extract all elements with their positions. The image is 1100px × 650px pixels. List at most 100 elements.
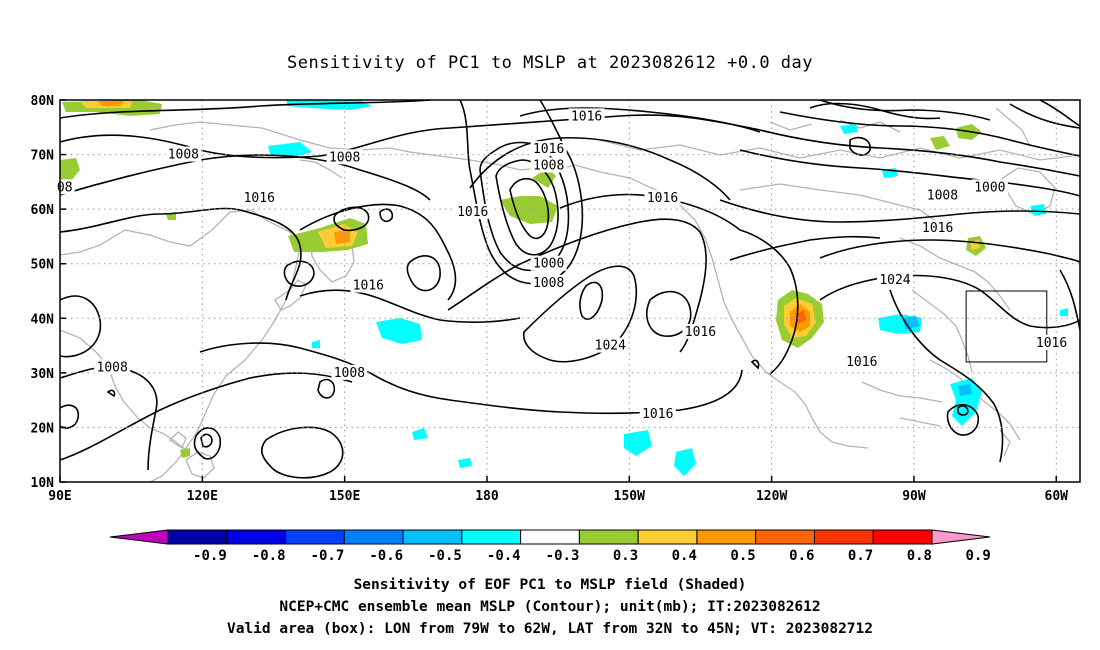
contour-label-bg — [919, 220, 956, 236]
contour-label-bg — [592, 337, 629, 353]
lon-tick-label: 90E — [48, 489, 71, 504]
lon-tick-label: 150E — [329, 489, 360, 504]
contour-label: 1008 — [533, 276, 564, 291]
colorbar-swatch — [520, 529, 580, 545]
valid-area-box — [965, 290, 1048, 363]
contour-label: 1000 — [974, 180, 1005, 195]
contour-label-bg — [876, 272, 913, 288]
map-axes: 90E 120E 150E 180 150W 120W 90W 60W 10N 20N 30N 40N… — [31, 94, 1069, 504]
colorbar-swatch — [696, 529, 757, 545]
colorbar-label: -0.4 — [487, 548, 521, 564]
colorbar-swatch — [578, 529, 639, 545]
contour-label-bg — [530, 255, 567, 271]
lon-tick-label: 180 — [475, 489, 499, 504]
contour-label: 1000 — [533, 257, 564, 272]
contour-label-bg — [241, 190, 278, 206]
lon-tick-label: 120E — [187, 489, 218, 504]
lon-tick-label: 90W — [902, 489, 926, 504]
colorbar-swatch — [637, 529, 698, 545]
colorbar-label: 0.9 — [965, 548, 990, 564]
contour-label: 1016 — [647, 191, 678, 206]
colorbar-label: -0.8 — [252, 548, 286, 564]
contour-label: 1016 — [1036, 336, 1067, 351]
contour-label-bg — [682, 323, 719, 339]
mslp-contours — [59, 99, 1081, 479]
colorbar-label: 0.6 — [789, 548, 814, 564]
lon-tick-label: 150W — [614, 489, 645, 504]
lat-tick-label: 70N — [31, 149, 55, 164]
lat-tick-label: 40N — [31, 312, 55, 327]
contour-label-bg — [843, 353, 880, 369]
lat-tick-label: 20N — [31, 421, 55, 436]
lat-tick-label: 50N — [31, 258, 55, 273]
contour-label: 1016 — [642, 407, 673, 422]
contour-label: 1016 — [846, 355, 877, 370]
caption-line-1: Sensitivity of EOF PC1 to MSLP field (Sh… — [354, 577, 747, 593]
contour-label: 08 — [57, 180, 73, 195]
lon-tick-label: 60W — [1045, 489, 1069, 504]
caption-line-3: Valid area (box): LON from 79W to 62W, L… — [227, 621, 873, 637]
contour-label: 1008 — [334, 366, 365, 381]
colorbar-label: -0.7 — [311, 548, 345, 564]
lat-tick-label: 10N — [31, 476, 55, 491]
figure-title: Sensitivity of PC1 to MSLP at 2023082612… — [287, 53, 813, 73]
contour-label-bg — [530, 274, 567, 290]
colorbar-label: 0.5 — [730, 548, 755, 564]
contour-label-bg — [454, 203, 491, 219]
contour-label: 1016 — [922, 221, 953, 236]
colorbar-label: -0.5 — [428, 548, 462, 564]
colorbar-label: 0.4 — [672, 548, 697, 564]
lat-tick-label: 30N — [31, 367, 55, 382]
contour-label: 1008 — [329, 150, 360, 165]
contour-label: 1016 — [457, 205, 488, 220]
colorbar-high-triangle — [931, 529, 991, 545]
colorbar-swatch — [813, 529, 874, 545]
colorbar-swatch — [343, 529, 404, 545]
colorbar-swatch — [402, 529, 463, 545]
colorbar-label: -0.9 — [193, 548, 227, 564]
contour-label: 1008 — [533, 158, 564, 173]
colorbar: -0.9 -0.8 -0.7 -0.6 -0.5 -0.4 -0.3 0.3 0.4 0.5 0.6… — [109, 529, 991, 564]
contour-label: 1024 — [595, 339, 626, 354]
contour-label: 1016 — [571, 109, 602, 124]
contour-label: 1024 — [879, 273, 910, 288]
lon-tick-label: 120W — [756, 489, 787, 504]
contour-label: 1016 — [533, 142, 564, 157]
colorbar-swatch — [167, 529, 228, 545]
colorbar-label: 0.7 — [848, 548, 873, 564]
map-frame — [59, 99, 1081, 483]
shaded-sensitivity — [60, 100, 1068, 476]
contour-label-bg — [1033, 334, 1070, 350]
contour-label-bg — [94, 359, 131, 375]
contour-label: 1008 — [168, 148, 199, 163]
contour-label-bg — [639, 405, 676, 421]
contour-label-bg — [971, 179, 1008, 195]
colorbar-swatch — [226, 529, 287, 545]
contour-label-bg — [924, 187, 961, 203]
contour-label-bg — [644, 190, 681, 206]
contour-label: 1016 — [685, 325, 716, 340]
colorbar-label: -0.3 — [546, 548, 580, 564]
contour-label-bg — [326, 149, 363, 165]
lat-tick-label: 60N — [31, 203, 55, 218]
contour-label: 1016 — [353, 279, 384, 294]
colorbar-low-triangle — [109, 529, 169, 545]
colorbar-label: -0.6 — [369, 548, 403, 564]
colorbar-swatch — [461, 529, 522, 545]
colorbar-swatch — [872, 529, 933, 545]
colorbar-swatch — [285, 529, 345, 545]
contour-label-bg — [530, 141, 567, 157]
contour-label-bg — [530, 157, 567, 173]
contour-label: 1016 — [244, 191, 275, 206]
caption-line-2: NCEP+CMC ensemble mean MSLP (Contour); u… — [279, 599, 820, 615]
lat-tick-label: 80N — [31, 94, 55, 109]
contour-label-bg — [568, 108, 605, 124]
colorbar-label: 0.8 — [907, 548, 932, 564]
colorbar-swatch — [755, 529, 815, 545]
contour-label-bg — [350, 277, 387, 293]
contour-label: 1008 — [97, 360, 128, 375]
colorbar-label: 0.3 — [613, 548, 638, 564]
